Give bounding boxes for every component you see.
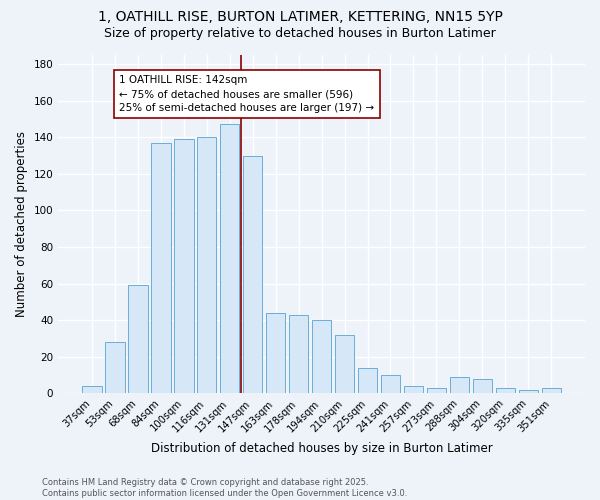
Text: Size of property relative to detached houses in Burton Latimer: Size of property relative to detached ho… [104, 28, 496, 40]
Text: 1, OATHILL RISE, BURTON LATIMER, KETTERING, NN15 5YP: 1, OATHILL RISE, BURTON LATIMER, KETTERI… [98, 10, 502, 24]
Text: 1 OATHILL RISE: 142sqm
← 75% of detached houses are smaller (596)
25% of semi-de: 1 OATHILL RISE: 142sqm ← 75% of detached… [119, 75, 374, 113]
X-axis label: Distribution of detached houses by size in Burton Latimer: Distribution of detached houses by size … [151, 442, 493, 455]
Bar [266, 313, 286, 393]
Bar [404, 386, 423, 393]
Bar [335, 334, 355, 393]
Text: Contains HM Land Registry data © Crown copyright and database right 2025.
Contai: Contains HM Land Registry data © Crown c… [42, 478, 407, 498]
Bar [128, 286, 148, 393]
Bar [82, 386, 101, 393]
Bar [220, 124, 239, 393]
Bar [312, 320, 331, 393]
Bar [174, 139, 194, 393]
Bar [473, 378, 492, 393]
Bar [496, 388, 515, 393]
Bar [358, 368, 377, 393]
Bar [381, 375, 400, 393]
Bar [243, 156, 262, 393]
Bar [518, 390, 538, 393]
Bar [542, 388, 561, 393]
Bar [449, 376, 469, 393]
Y-axis label: Number of detached properties: Number of detached properties [15, 131, 28, 317]
Bar [151, 142, 170, 393]
Bar [105, 342, 125, 393]
Bar [427, 388, 446, 393]
Bar [289, 314, 308, 393]
Bar [197, 138, 217, 393]
